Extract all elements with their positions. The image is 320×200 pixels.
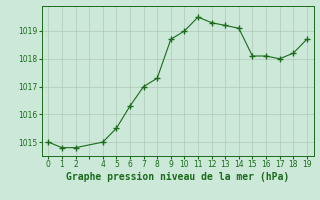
X-axis label: Graphe pression niveau de la mer (hPa): Graphe pression niveau de la mer (hPa) — [66, 172, 289, 182]
